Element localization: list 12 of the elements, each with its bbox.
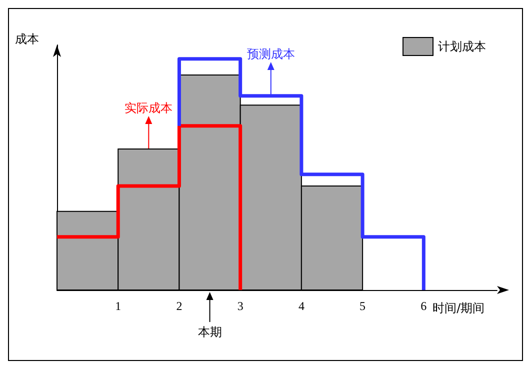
legend-label: 计划成本 [438,40,486,54]
y-axis-title: 成本 [15,32,39,46]
x-tick-label: 3 [237,299,244,313]
annotation: 实际成本 [124,100,173,115]
annotation: 预测成本 [246,47,295,61]
x-tick-label: 5 [360,299,366,313]
x-tick-label: 6 [420,299,427,313]
x-tick-label: 1 [115,299,122,313]
x-axis-title: 时间/期间 [432,301,485,315]
x-tick-label: 4 [298,299,304,313]
annotation: 本期 [198,325,222,339]
x-tick-label: 2 [176,299,182,313]
